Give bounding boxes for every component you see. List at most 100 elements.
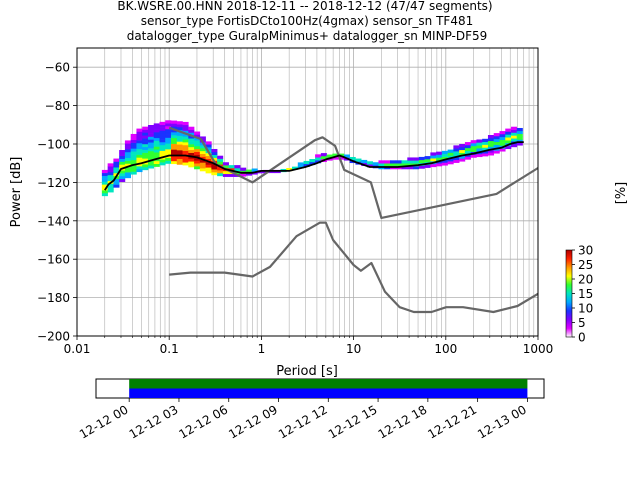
- mode-curve: [104, 141, 524, 191]
- density-cell: [176, 161, 183, 165]
- density-cell: [119, 170, 126, 174]
- density-cell: [447, 158, 454, 162]
- density-cell: [153, 152, 160, 156]
- density-cell: [436, 151, 443, 155]
- density-cell: [159, 127, 166, 131]
- density-cell: [188, 129, 195, 133]
- density-cell: [234, 168, 241, 172]
- density-cell: [459, 155, 466, 159]
- density-cell: [205, 158, 212, 162]
- chart-title: BK.WSRE.00.HNN 2018-12-11 -- 2018-12-12 …: [117, 0, 492, 43]
- timeline-tick-label: 12-12 00: [77, 402, 131, 441]
- colorbar-tick-label: 20: [578, 273, 593, 287]
- density-cell: [309, 159, 316, 163]
- density-cell: [159, 153, 166, 157]
- density-cell: [142, 135, 149, 139]
- density-cell: [136, 142, 143, 147]
- density-cell: [315, 157, 322, 161]
- density-cell: [320, 155, 327, 160]
- density-cell: [487, 149, 495, 153]
- density-cell: [171, 132, 178, 136]
- density-cell: [136, 160, 143, 164]
- density-cell: [113, 178, 120, 182]
- density-cell: [505, 140, 512, 144]
- y-tick-label: −140: [37, 214, 70, 228]
- density-cell: [453, 151, 460, 155]
- density-cell: [378, 163, 385, 167]
- title-line-2: sensor_type FortisDCto100Hz(4gmax) senso…: [141, 14, 473, 28]
- density-cell: [194, 131, 201, 135]
- density-cell: [182, 127, 189, 131]
- density-cell: [286, 168, 293, 172]
- density-cell: [153, 163, 160, 167]
- density-cell: [159, 139, 166, 143]
- density-cell: [413, 166, 420, 170]
- density-cell: [194, 160, 201, 164]
- density-cell: [511, 138, 518, 142]
- density-cell: [499, 148, 506, 152]
- density-cell: [482, 144, 489, 148]
- density-cell: [176, 141, 183, 145]
- density-cell: [101, 192, 108, 197]
- low-noise-model-line: [169, 221, 539, 314]
- noise-models: [168, 126, 539, 314]
- density-cell: [205, 161, 212, 165]
- density-cell: [165, 140, 172, 144]
- density-cell: [430, 158, 437, 162]
- density-cell: [165, 149, 172, 153]
- density-cell: [188, 141, 195, 145]
- density-cell: [142, 152, 149, 156]
- density-cell: [251, 168, 258, 172]
- density-cell: [153, 129, 160, 133]
- density-cell: [124, 174, 131, 179]
- density-cell: [142, 129, 149, 133]
- density-cell: [245, 172, 252, 176]
- density-cell: [464, 147, 471, 152]
- y-tick-label: −160: [37, 253, 70, 267]
- density-cell: [124, 140, 131, 144]
- density-cell: [493, 150, 500, 154]
- density-cell: [205, 170, 212, 174]
- density-cell: [505, 128, 512, 132]
- density-cell: [482, 150, 489, 154]
- density-cell: [153, 155, 160, 159]
- density-cell: [136, 166, 143, 170]
- density-cell: [165, 128, 172, 133]
- density-cell: [188, 138, 195, 142]
- density-cell: [194, 143, 201, 147]
- density-cell: [124, 166, 131, 170]
- density-cell: [499, 131, 506, 135]
- density-cell: [338, 156, 345, 160]
- density-cell: [217, 170, 224, 174]
- density-cell: [309, 161, 316, 166]
- density-cell: [130, 133, 137, 138]
- colorbar-tick-label: 30: [578, 244, 593, 258]
- y-axis-label: Power [dB]: [9, 157, 24, 228]
- density-cell: [182, 144, 189, 149]
- density-cell: [153, 137, 160, 141]
- density-cell: [505, 137, 512, 141]
- title-line-1: BK.WSRE.00.HNN 2018-12-11 -- 2018-12-12 …: [117, 0, 492, 13]
- density-cell: [142, 166, 149, 171]
- density-cell: [303, 163, 310, 167]
- density-cell: [430, 152, 437, 156]
- colorbar-tick-label: 10: [578, 302, 593, 316]
- density-cell: [194, 145, 201, 150]
- density-cell: [188, 126, 195, 130]
- density-cell: [130, 148, 137, 152]
- density-cell: [130, 136, 137, 141]
- density-cell: [511, 129, 518, 133]
- density-cell: [147, 130, 155, 134]
- density-cell: [407, 163, 414, 167]
- density-cell: [124, 151, 131, 156]
- density-cell: [372, 162, 379, 166]
- density-cell: [211, 154, 218, 158]
- y-tick-label: −100: [37, 138, 70, 152]
- density-cell: [165, 120, 172, 124]
- density-cell: [211, 163, 218, 167]
- density-cell: [292, 166, 299, 170]
- density-cell: [217, 172, 224, 177]
- density-cell: [303, 160, 310, 165]
